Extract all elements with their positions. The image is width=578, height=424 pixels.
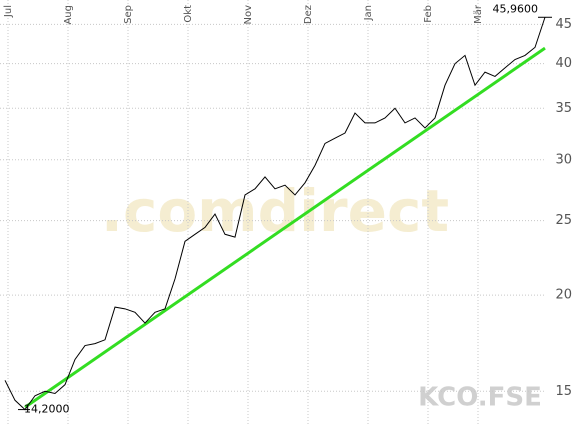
annotation: 14,2000 [24,403,70,416]
watermark: KCO.FSE [418,383,542,413]
y-tick-label: 40 [555,56,572,71]
trendline [24,46,546,409]
y-tick-label: 15 [555,384,572,399]
x-tick-label: Dez [303,5,314,24]
price-line [4,17,546,411]
x-tick-label: Aug [63,5,74,25]
y-tick-label: 45 [555,17,572,32]
y-tick-label: 20 [555,288,572,303]
y-tick-label: 25 [555,213,572,228]
x-tick-label: Feb [423,5,434,23]
y-tick-label: 30 [555,152,572,167]
x-tick-label: Mär [473,4,484,24]
x-tick-label: Jul [3,5,14,18]
x-tick-label: Okt [183,5,194,23]
y-tick-label: 35 [555,101,572,116]
x-tick-label: Nov [243,5,254,25]
x-tick-label: Jan [363,5,374,21]
annotation: 45,9600 [493,2,539,15]
x-tick-label: Sep [123,5,134,24]
